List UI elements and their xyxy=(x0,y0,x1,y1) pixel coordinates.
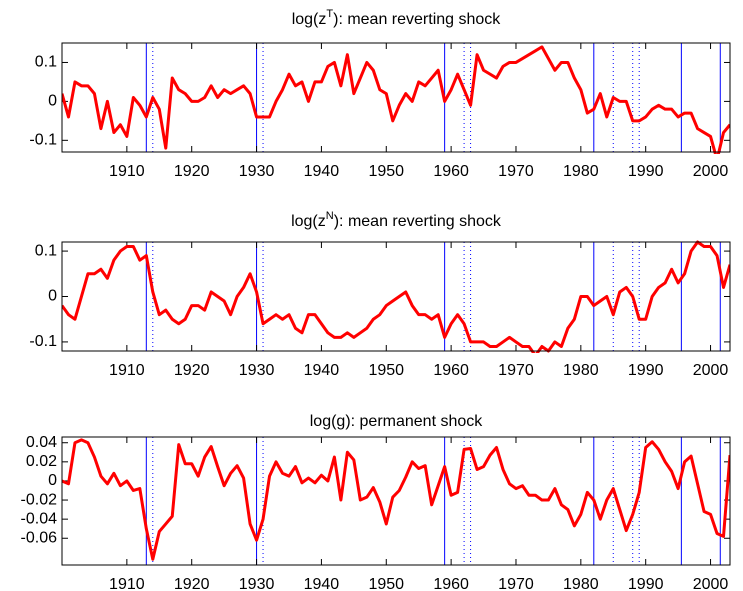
y-tick-label: 0 xyxy=(48,288,57,305)
x-tick-label: 1970 xyxy=(498,362,534,379)
x-tick-label: 1910 xyxy=(109,576,145,591)
x-tick-label: 1920 xyxy=(174,362,210,379)
subplot-title: log(zN): mean reverting shock xyxy=(291,210,502,230)
x-tick-label: 1980 xyxy=(563,362,599,379)
x-tick-label: 1930 xyxy=(239,576,275,591)
subplot: log(zN): mean reverting shock 1910 1920 193… xyxy=(29,210,731,379)
axes-box xyxy=(61,241,731,352)
x-tick-label: 1960 xyxy=(433,362,469,379)
x-tick-label: 1950 xyxy=(368,362,404,379)
x-tick-label: 1980 xyxy=(563,576,599,591)
y-tick-label: -0.06 xyxy=(21,529,58,546)
y-tick-label: -0.1 xyxy=(29,333,57,350)
subplot-title: log(zT): mean reverting shock xyxy=(292,8,502,28)
data-line xyxy=(62,438,730,561)
title-part: log(g): permanent shock xyxy=(310,413,484,430)
x-tick-label: 1960 xyxy=(433,576,469,591)
subplot: log(zT): mean reverting shock 1910 1920 193… xyxy=(29,8,731,180)
y-tick-label: 0.1 xyxy=(35,242,57,259)
data-line xyxy=(62,45,730,154)
x-tick-label: 1940 xyxy=(304,576,340,591)
x-tick-label: 1970 xyxy=(498,163,534,180)
subplot-title: log(g): permanent shock xyxy=(310,413,484,430)
y-tick-label: 0 xyxy=(48,93,57,110)
axes-box xyxy=(61,42,731,153)
x-tick-label: 1910 xyxy=(109,362,145,379)
x-tick-label: 1930 xyxy=(239,362,275,379)
title-part: N xyxy=(326,210,334,222)
y-tick-label: -0.04 xyxy=(21,510,58,527)
subplot: log(g): permanent shock 1910 1920 1930 1940 1… xyxy=(21,413,731,591)
y-tick-label: -0.1 xyxy=(29,132,57,149)
x-tick-label: 1960 xyxy=(433,163,469,180)
title-part: log(z xyxy=(291,213,326,230)
x-tick-label: 1950 xyxy=(368,163,404,180)
data-line xyxy=(62,240,730,353)
axes-box xyxy=(61,436,731,566)
x-tick-label: 1990 xyxy=(628,576,664,591)
x-tick-label: 2000 xyxy=(693,576,729,591)
x-tick-label: 1950 xyxy=(368,576,404,591)
title-part: ): mean reverting shock xyxy=(334,213,502,230)
y-tick-label: 0.02 xyxy=(26,453,57,470)
x-tick-label: 1940 xyxy=(304,163,340,180)
title-part: ): mean reverting shock xyxy=(333,11,501,28)
x-tick-label: 2000 xyxy=(693,362,729,379)
y-tick-label: 0.1 xyxy=(35,54,57,71)
x-tick-label: 1970 xyxy=(498,576,534,591)
x-tick-label: 1940 xyxy=(304,362,340,379)
x-tick-label: 1930 xyxy=(239,163,275,180)
title-part: T xyxy=(326,8,333,20)
x-tick-label: 1990 xyxy=(628,362,664,379)
y-tick-label: 0.04 xyxy=(26,434,57,451)
x-tick-label: 1910 xyxy=(109,163,145,180)
y-tick-label: -0.02 xyxy=(21,491,58,508)
x-tick-label: 1990 xyxy=(628,163,664,180)
y-tick-label: 0 xyxy=(48,472,57,489)
x-tick-label: 1920 xyxy=(174,576,210,591)
title-part: log(z xyxy=(292,11,327,28)
x-tick-label: 1980 xyxy=(563,163,599,180)
x-tick-label: 2000 xyxy=(693,163,729,180)
x-tick-label: 1920 xyxy=(174,163,210,180)
